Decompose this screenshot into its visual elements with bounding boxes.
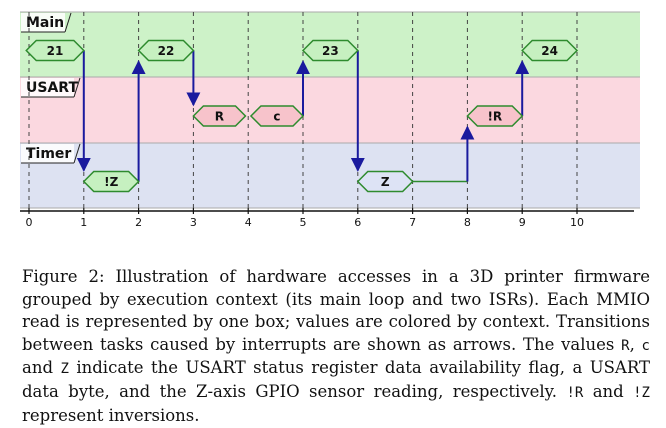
mmio-read-box: [521, 39, 579, 62]
mmio-read-box: [192, 105, 247, 127]
x-tick-label: 0: [26, 216, 33, 229]
mmio-read-value: !R: [487, 110, 502, 124]
mmio-read-value: 23: [322, 44, 339, 58]
mmio-read-box: [137, 39, 195, 62]
x-tick-label: 1: [80, 216, 87, 229]
lane-label-bg: [21, 78, 74, 97]
mmio-read-boxes: 21 !Z 22 R c 23 Z !R 24: [25, 39, 579, 193]
lane-label-main: Main: [26, 15, 64, 31]
lane-label-corner: [73, 77, 81, 98]
caption-code-Z: Z: [60, 361, 69, 378]
caption-code-R: R: [621, 337, 630, 354]
lane-label-corner: [73, 143, 81, 164]
lane-label-corner: [64, 12, 72, 33]
mmio-read-box: [301, 39, 359, 62]
caption-text: ,: [629, 334, 642, 354]
lane-usart: [20, 77, 640, 143]
caption-code-c: c: [641, 337, 650, 354]
caption-code-not-Z: !Z: [633, 384, 650, 401]
mmio-read-box: [82, 170, 140, 193]
mmio-read-box: [356, 170, 414, 193]
x-tick-label: 5: [300, 216, 307, 229]
caption-text: represent inversions.: [22, 405, 200, 425]
x-tick-label: 9: [519, 216, 526, 229]
mmio-read-box: [466, 105, 524, 127]
mmio-read-value: 21: [47, 44, 64, 58]
caption-text: indicate the USART status register data …: [22, 358, 650, 401]
interrupt-transitions: [76, 50, 530, 182]
mmio-read-value: 24: [541, 44, 558, 58]
mmio-read-value: R: [215, 110, 224, 124]
mmio-read-value: c: [273, 110, 280, 124]
time-axis: 0 1 2 3 4 5 6 7 8 9 10: [20, 208, 634, 229]
mmio-read-box: [249, 105, 305, 127]
lane-label-bg: [21, 13, 65, 32]
mmio-read-value: 22: [158, 44, 175, 58]
caption-text: Figure 2: Illustration of hardware acces…: [22, 267, 650, 354]
caption-text: and: [22, 358, 61, 378]
lane-label-timer: Timer: [26, 146, 71, 162]
x-tick-label: 8: [464, 216, 471, 229]
x-tick-label: 3: [190, 216, 197, 229]
x-tick-label: 7: [409, 216, 416, 229]
x-tick-label: 2: [135, 216, 142, 229]
figure-caption: Figure 2: Illustration of hardware acces…: [22, 266, 650, 427]
mmio-read-value: Z: [381, 175, 390, 189]
x-tick-label: 4: [245, 216, 252, 229]
x-tick-label: 10: [570, 216, 584, 229]
caption-code-not-R: !R: [566, 384, 584, 401]
caption-text: and: [583, 381, 634, 401]
lane-label-bg: [21, 144, 74, 163]
lane-label-usart: USART: [26, 80, 78, 96]
lanes: Main USART Timer: [20, 11, 640, 209]
mmio-read-box: [25, 39, 85, 62]
x-tick-label: 6: [354, 216, 361, 229]
mmio-read-value: !Z: [104, 175, 118, 189]
